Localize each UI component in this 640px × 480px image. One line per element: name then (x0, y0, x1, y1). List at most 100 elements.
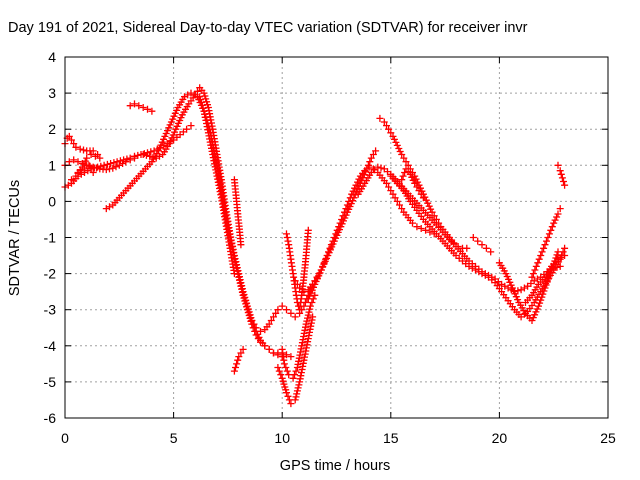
data-point (391, 194, 399, 202)
data-point (478, 241, 486, 249)
data-point (72, 143, 80, 151)
data-point (135, 102, 143, 110)
data-point (207, 141, 215, 149)
data-point (87, 151, 95, 158)
data-point (283, 230, 290, 238)
data-point (142, 151, 150, 159)
y-tick-label: -2 (44, 266, 57, 282)
series-track-23 (528, 205, 564, 281)
data-point (239, 345, 247, 353)
data-point (270, 349, 277, 357)
data-point (409, 176, 417, 184)
data-point (300, 288, 308, 296)
y-tick-label: -3 (44, 302, 57, 318)
data-point (404, 161, 412, 169)
data-point (385, 183, 393, 191)
data-point (248, 317, 256, 324)
data-point (374, 163, 382, 171)
data-point (482, 244, 490, 252)
data-point (543, 278, 551, 286)
data-point (541, 241, 549, 249)
data-point (109, 164, 117, 172)
data-point (396, 148, 404, 155)
y-tick-label: 1 (48, 157, 56, 173)
data-point (540, 244, 548, 252)
data-point (402, 158, 410, 166)
chart-title: Day 191 of 2021, Sidereal Day-to-day VTE… (8, 20, 528, 36)
data-point (265, 320, 273, 328)
data-point (297, 369, 305, 377)
axis-ticks (64, 56, 609, 419)
data-point (291, 396, 299, 404)
data-point (422, 226, 430, 234)
data-point (392, 138, 400, 146)
y-tick-label: 3 (48, 85, 56, 101)
data-point (389, 190, 397, 198)
data-point (553, 251, 561, 259)
data-point (296, 284, 304, 292)
data-point (427, 205, 435, 213)
y-axis-label: SDTVAR / TECUs (7, 180, 23, 296)
data-point (366, 158, 374, 166)
data-point (83, 154, 91, 162)
data-point (415, 187, 423, 195)
data-point (183, 125, 191, 133)
data-point (380, 118, 388, 126)
y-tick-label: 2 (48, 121, 56, 137)
data-point (377, 164, 385, 172)
data-point (272, 309, 280, 317)
data-point (293, 390, 301, 398)
data-point (216, 188, 224, 196)
data-point (230, 270, 238, 278)
data-point (144, 105, 151, 113)
data-point (531, 266, 539, 274)
data-point (89, 147, 97, 155)
data-point (557, 170, 565, 178)
data-point (541, 284, 549, 292)
series-track-9 (230, 176, 245, 249)
data-point (463, 244, 471, 252)
data-point (372, 147, 380, 155)
data-point (363, 165, 371, 173)
data-point (238, 285, 246, 293)
data-point (191, 91, 199, 99)
data-point (419, 194, 427, 202)
data-point (234, 356, 242, 364)
data-point (556, 205, 564, 213)
x-tick-label: 0 (61, 430, 69, 446)
data-point (309, 313, 317, 321)
y-tick-label: 0 (48, 193, 56, 209)
data-point (257, 327, 264, 335)
data-point (238, 282, 246, 290)
data-point (287, 353, 295, 361)
data-point (293, 387, 301, 395)
data-point (367, 154, 375, 162)
data-point (383, 122, 390, 130)
data-point (235, 353, 243, 361)
x-tick-label: 15 (383, 430, 399, 446)
data-point (291, 277, 299, 285)
data-point (351, 184, 359, 192)
data-point (393, 141, 401, 149)
data-point (487, 248, 495, 256)
data-point (528, 273, 536, 281)
data-point (435, 219, 443, 227)
data-point (293, 280, 301, 288)
series-track-21 (469, 234, 495, 256)
data-point (283, 306, 290, 314)
data-point (295, 357, 303, 365)
data-point (201, 113, 209, 121)
data-point (274, 364, 282, 371)
data-point (113, 158, 121, 166)
data-point (277, 371, 285, 379)
data-point (430, 212, 438, 220)
x-tick-label: 20 (492, 430, 508, 446)
series-track-18 (376, 114, 471, 252)
data-point (544, 234, 552, 241)
data-point (560, 178, 567, 185)
data-point (284, 237, 292, 245)
data-point (306, 305, 314, 313)
data-point (270, 313, 277, 321)
data-point (554, 248, 562, 256)
